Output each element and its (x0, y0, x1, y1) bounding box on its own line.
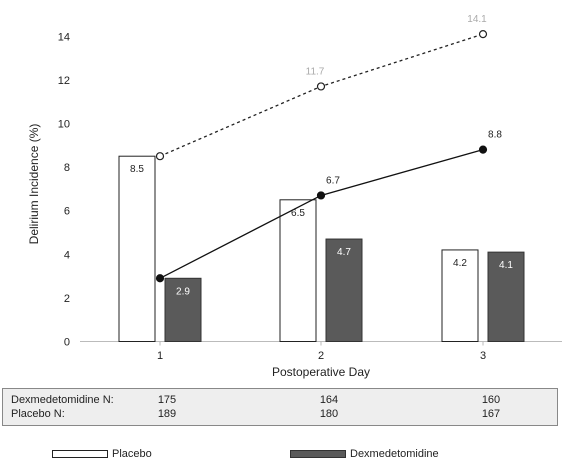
bar-value-label: 8.5 (130, 164, 144, 175)
n-row-dexmedetomidine: Dexmedetomidine N: 175 164 160 (3, 394, 557, 408)
bar-dexmedetomidine (164, 277, 202, 342)
n-row-label: Placebo N: (11, 408, 65, 420)
line-point-marker (316, 82, 326, 91)
n-cell: 167 (481, 408, 501, 420)
line-point-marker (155, 152, 165, 161)
x-axis-title: Postoperative Day (272, 365, 370, 379)
n-cell: 175 (157, 394, 177, 406)
dashed-series-line (159, 33, 484, 157)
line-point-marker (316, 191, 326, 200)
bar-placebo (279, 199, 317, 342)
line-point-marker (155, 274, 165, 283)
y-tick-label: 6 (64, 206, 70, 218)
legend-item-placebo: Placebo (52, 448, 152, 464)
y-tick-label: 4 (64, 249, 70, 261)
line-value-label: 11.7 (306, 66, 325, 77)
line-point-marker (478, 145, 488, 154)
y-tick-label: 12 (58, 75, 70, 87)
x-tick-label: 1 (157, 350, 163, 362)
bar-value-label: 4.2 (453, 258, 467, 269)
bar-dexmedetomidine (487, 251, 525, 342)
line-value-label: 14.1 (467, 14, 487, 25)
bar-value-label: 2.9 (176, 286, 190, 297)
legend-item-dexmedetomidine: Dexmedetomidine (290, 448, 439, 464)
n-cell: 180 (319, 408, 339, 420)
n-row-label: Dexmedetomidine N: (11, 394, 114, 406)
placebo-swatch (52, 450, 108, 459)
n-cell: 189 (157, 408, 177, 420)
n-row-placebo: Placebo N: 189 180 167 (3, 408, 557, 422)
n-cell: 164 (319, 394, 339, 406)
x-tick-label: 2 (318, 350, 324, 362)
y-axis-title: Delirium Incidence (%) (27, 124, 41, 245)
lines (155, 30, 488, 283)
bar-value-label: 4.7 (337, 247, 351, 258)
line-value-label: 8.8 (488, 130, 502, 141)
bar-placebo (441, 249, 479, 342)
bar-value-label: 6.5 (291, 208, 305, 219)
n-cell: 160 (481, 394, 501, 406)
bar-placebo (118, 155, 156, 342)
y-tick-label: 0 (64, 337, 70, 349)
solid-series-line (159, 149, 484, 279)
y-tick-label: 10 (58, 119, 70, 131)
legend-label: Placebo (112, 448, 152, 460)
data-labels: 8.5 6.5 4.2 2.9 4.7 4.1 11.7 14.1 6.7 8.8 (130, 14, 513, 297)
bars (118, 155, 525, 342)
bar-dexmedetomidine (325, 238, 363, 342)
line-point-marker (478, 30, 488, 39)
legend-label: Dexmedetomidine (350, 448, 439, 460)
line-value-label: 6.7 (326, 175, 340, 186)
bar-value-label: 4.1 (499, 260, 513, 271)
x-tick-label: 3 (480, 350, 486, 362)
dexmedetomidine-swatch (290, 450, 346, 459)
y-tick-label: 8 (64, 162, 70, 174)
y-tick-label: 2 (64, 293, 70, 305)
sample-size-table: Dexmedetomidine N: 175 164 160 Placebo N… (2, 388, 558, 426)
y-tick-label: 14 (58, 31, 70, 43)
